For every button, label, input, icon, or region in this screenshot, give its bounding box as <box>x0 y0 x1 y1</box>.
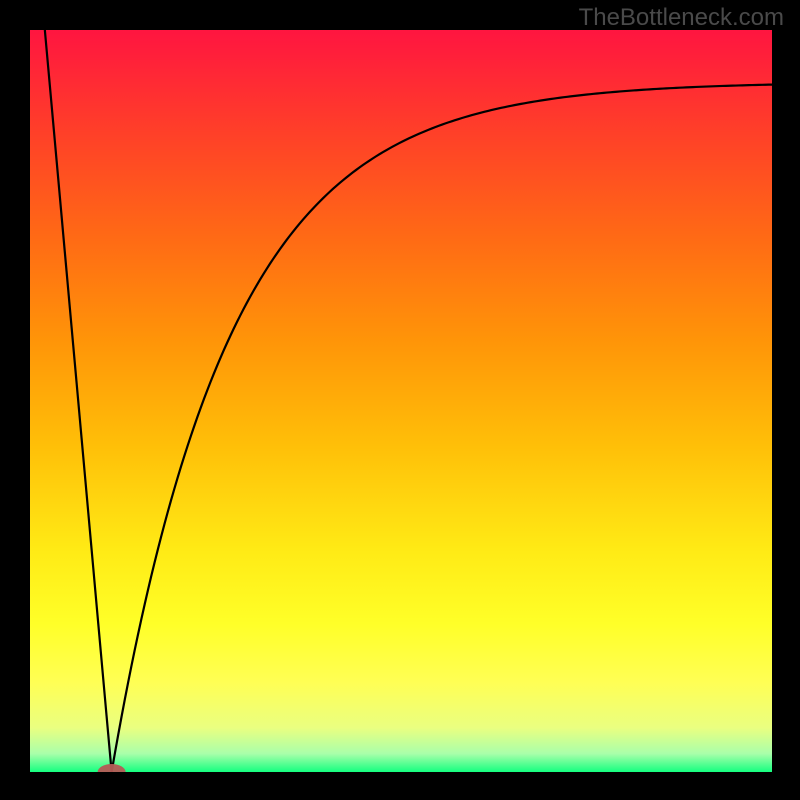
bottleneck-chart <box>0 0 800 800</box>
